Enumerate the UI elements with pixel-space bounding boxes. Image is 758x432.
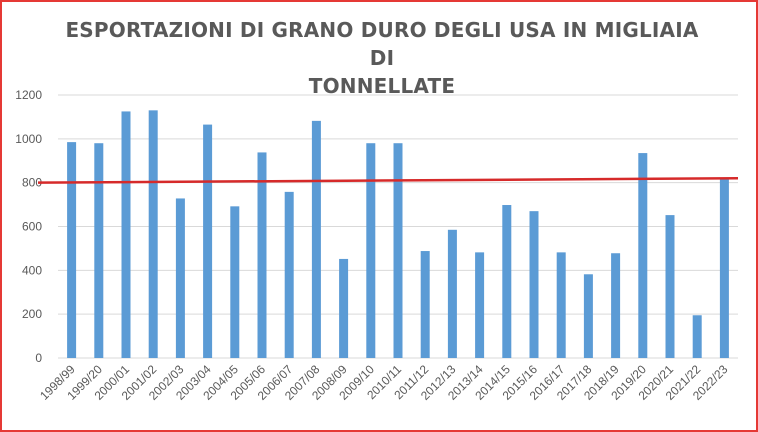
- bar: [420, 251, 430, 358]
- y-tick-label: 800: [22, 176, 42, 190]
- y-tick-label: 1000: [15, 132, 42, 146]
- bar: [502, 205, 512, 358]
- trend-line: [37, 177, 739, 184]
- bar: [148, 110, 158, 358]
- bar: [339, 258, 349, 358]
- bar: [447, 229, 457, 358]
- bar: [230, 206, 240, 358]
- y-tick-label: 1200: [15, 88, 42, 102]
- y-tick-label: 200: [22, 307, 42, 321]
- bar: [121, 111, 131, 358]
- bar: [67, 142, 77, 358]
- bar: [475, 252, 485, 358]
- bar: [556, 252, 566, 358]
- y-tick-label: 600: [22, 220, 42, 234]
- y-tick-label: 400: [22, 263, 42, 277]
- bar: [638, 153, 648, 358]
- bar: [665, 215, 675, 358]
- bar: [284, 191, 294, 358]
- y-tick-label: 0: [35, 351, 42, 365]
- bar: [529, 211, 539, 358]
- bar: [203, 124, 213, 359]
- bar: [611, 253, 621, 358]
- bar: [692, 315, 702, 358]
- bar: [175, 198, 185, 358]
- bar: [311, 120, 321, 358]
- bar: [583, 274, 593, 358]
- bar: [94, 143, 104, 358]
- bar: [257, 152, 267, 358]
- chart-title: ESPORTAZIONI DI GRANO DURO DEGLI USA IN …: [65, 18, 699, 98]
- bar: [393, 143, 403, 358]
- bar: [366, 143, 376, 358]
- bar: [719, 179, 729, 358]
